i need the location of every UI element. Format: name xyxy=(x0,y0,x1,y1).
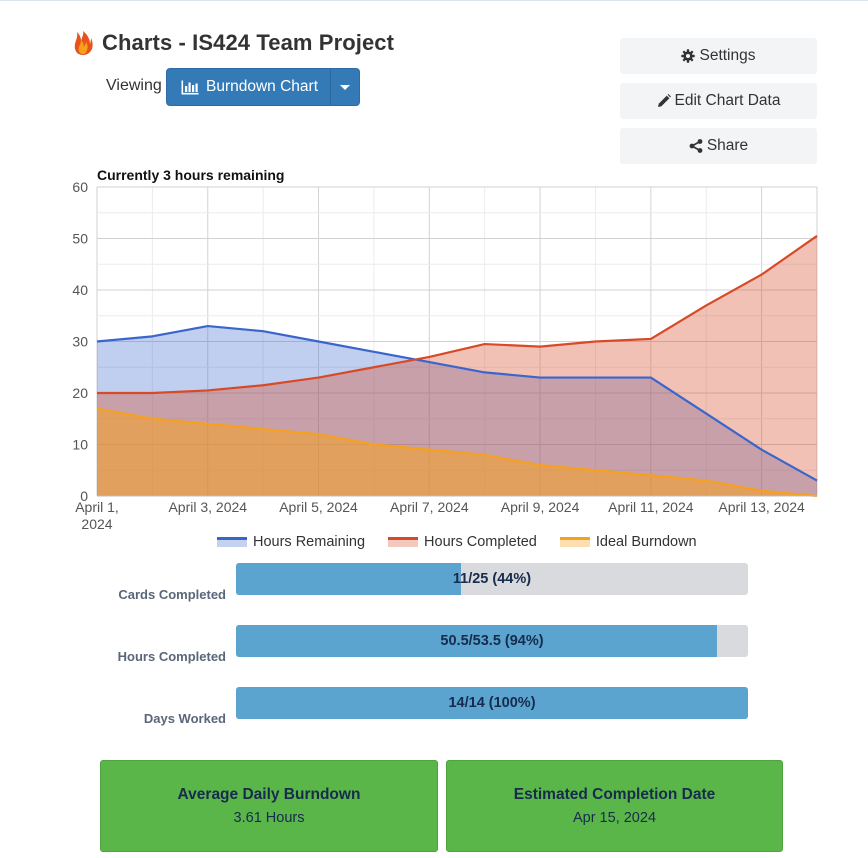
settings-button[interactable]: Settings xyxy=(620,38,817,74)
series-line-3 xyxy=(96,407,818,498)
chart-type-dropdown[interactable]: Burndown Chart xyxy=(166,68,360,106)
progress-text-days-worked: 14/14 (100%) xyxy=(448,695,536,711)
chart-type-button[interactable]: Burndown Chart xyxy=(167,69,330,105)
share-label: Share xyxy=(706,137,749,154)
x-tick-label: April 11, 2024 xyxy=(608,499,694,515)
progress-bar-days-worked: 14/14 (100%) xyxy=(236,687,748,719)
progress-text-hours-completed: 50.5/53.5 (94%) xyxy=(440,633,544,649)
chart-title: Currently 3 hours remaining xyxy=(97,167,284,183)
progress-text-cards-completed: 11/25 (44%) xyxy=(452,571,532,587)
stat-label-days-worked: Days Worked xyxy=(143,711,226,726)
y-tick-label: 40 xyxy=(72,282,88,298)
series-line-2 xyxy=(97,235,818,395)
x-tick-label: 2024 xyxy=(81,516,112,530)
stat-label-cards-completed: Cards Completed xyxy=(118,587,226,602)
pencil-icon xyxy=(657,94,671,107)
x-tick-label: April 9, 2024 xyxy=(501,499,580,515)
y-tick-label: 60 xyxy=(72,179,88,195)
page-title: Charts - IS424 Team Project xyxy=(102,30,395,55)
page-header: Charts - IS424 Team Project xyxy=(72,30,394,56)
progress-bar-hours-completed: 50.5/53.5 (94%) xyxy=(236,625,748,657)
legend-swatch-ideal-burndown xyxy=(559,537,590,547)
viewing-label: Viewing xyxy=(106,77,162,94)
bar-chart-icon xyxy=(181,80,199,94)
edit-chart-data-button[interactable]: Edit Chart Data xyxy=(620,83,817,119)
top-border xyxy=(0,0,868,1)
progress-fill-cards-completed xyxy=(236,563,462,595)
y-tick-label: 0 xyxy=(80,488,88,504)
progress-bar-cards-completed: 11/25 (44%) xyxy=(236,563,748,595)
x-tick-label: April 13, 2024 xyxy=(718,499,805,515)
legend-item-hours-remaining[interactable]: Hours Remaining xyxy=(217,534,365,550)
progress-fill-hours-completed xyxy=(236,625,718,657)
settings-label: Settings xyxy=(699,47,756,64)
flame-icon xyxy=(74,31,93,55)
card-title-average-daily-burndown: Average Daily Burndown xyxy=(177,786,361,803)
legend-item-ideal-burndown[interactable]: Ideal Burndown xyxy=(559,534,697,550)
y-tick-label: 50 xyxy=(72,231,88,247)
chart-legend: Hours Remaining Hours Completed Ideal Bu… xyxy=(217,534,720,550)
average-daily-burndown-card: Average Daily Burndown 3.61 Hours xyxy=(100,760,438,852)
stat-label-hours-completed: Hours Completed xyxy=(117,649,226,664)
progress-fill-days-worked xyxy=(236,687,748,719)
y-tick-label: 30 xyxy=(72,334,88,350)
card-title-estimated-completion-date: Estimated Completion Date xyxy=(513,786,716,803)
burndown-chart: 0 10 20 30 40 50 60 April 1,2024 April 3, 2024 Ap… xyxy=(72,167,818,530)
y-tick-label: 20 xyxy=(72,385,88,401)
chart-type-label: Burndown Chart xyxy=(206,78,319,95)
card-value-estimated-completion-date: Apr 15, 2024 xyxy=(572,810,657,826)
legend-label-hours-completed: Hours Completed xyxy=(424,534,537,550)
x-tick-label: April 5, 2024 xyxy=(279,499,358,515)
legend-label-hours-remaining: Hours Remaining xyxy=(253,534,366,550)
legend-item-hours-completed[interactable]: Hours Completed xyxy=(388,534,537,550)
x-tick-label: April 3, 2024 xyxy=(168,499,247,515)
estimated-completion-date-card: Estimated Completion Date Apr 15, 2024 xyxy=(446,760,783,852)
legend-swatch-hours-remaining xyxy=(217,537,247,547)
gear-icon xyxy=(681,49,696,63)
share-button[interactable]: Share xyxy=(620,128,817,164)
share-icon xyxy=(689,139,703,153)
y-tick-label: 10 xyxy=(72,437,88,453)
x-tick-label: April 7, 2024 xyxy=(390,499,469,515)
legend-label-ideal-burndown: Ideal Burndown xyxy=(595,534,697,550)
card-value-average-daily-burndown: 3.61 Hours xyxy=(233,810,305,826)
edit-chart-data-label: Edit Chart Data xyxy=(674,92,781,109)
series-line-1 xyxy=(96,324,818,482)
legend-swatch-hours-completed xyxy=(388,537,419,547)
x-tick-label: April 1, xyxy=(75,499,119,515)
chevron-down-icon[interactable] xyxy=(330,69,359,105)
